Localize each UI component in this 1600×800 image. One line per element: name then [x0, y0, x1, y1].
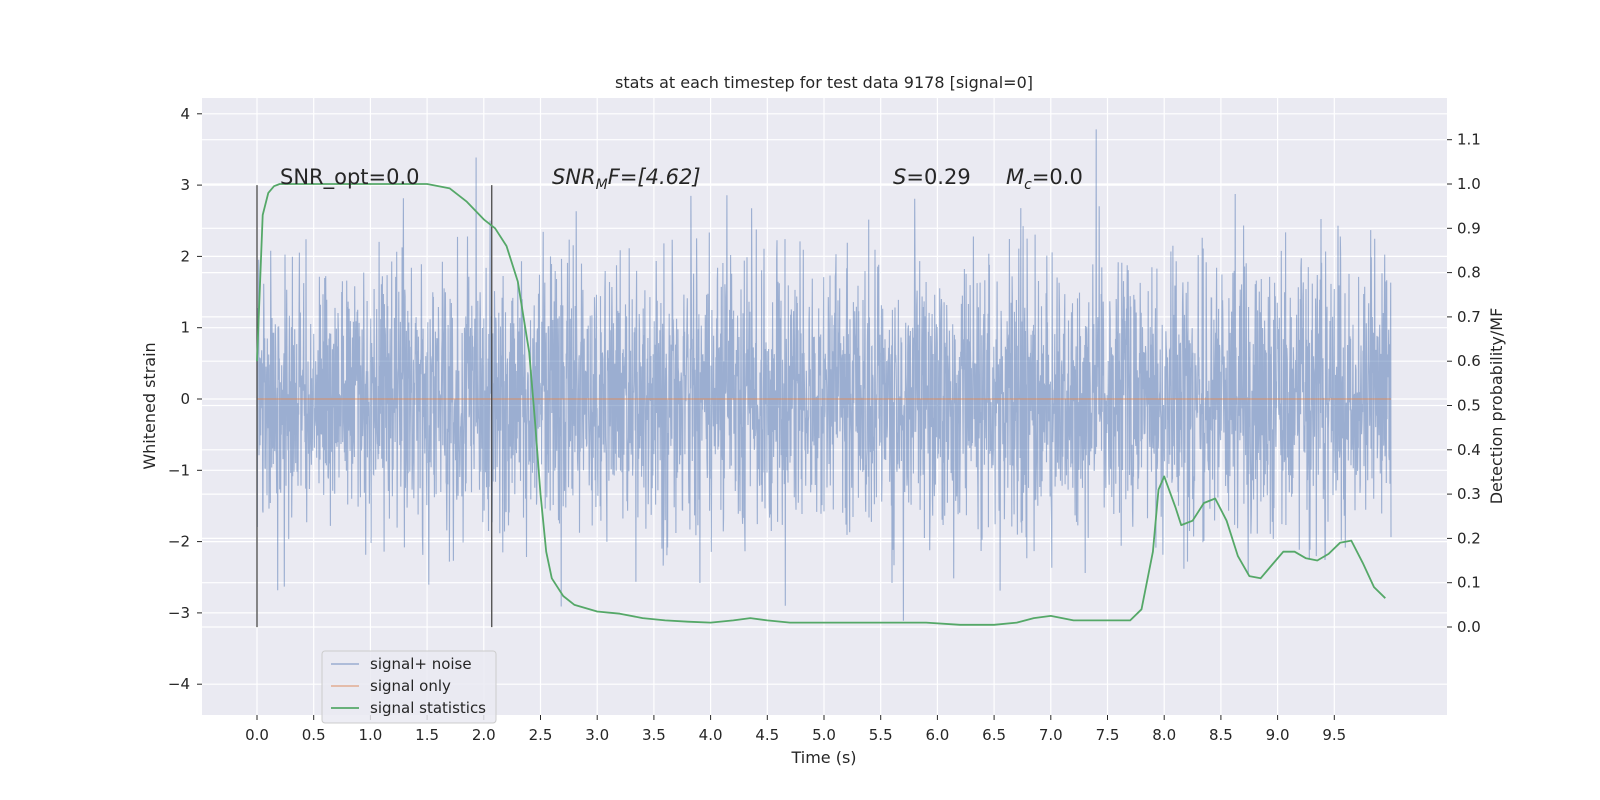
y-left-tick-label: 2: [180, 247, 190, 265]
y-left-tick-label: −4: [168, 675, 190, 693]
x-tick-label: 0.5: [302, 726, 326, 744]
y-left-axis-label: Whitened strain: [140, 342, 159, 469]
annotation-s: S=0.29: [893, 165, 971, 189]
x-tick-label: 6.0: [925, 726, 949, 744]
series-signal-noise: [256, 129, 1392, 621]
x-tick-label: 1.0: [358, 726, 382, 744]
x-axis-ticks: 0.0 0.5 1.0 1.5 2.0 2.5 3.0 3.5 4.0 4.5 5.0 5.5 6.0 6…: [245, 715, 1346, 744]
x-tick-label: 1.5: [415, 726, 439, 744]
x-tick-label: 2.0: [472, 726, 496, 744]
y-left-tick-label: −1: [168, 461, 190, 479]
annotation-snr-opt: SNR_opt=0.0: [280, 165, 420, 190]
y-left-tick-label: 4: [180, 105, 190, 123]
legend-label-signal-statistics: signal statistics: [370, 699, 486, 717]
signal-statistics-line: [256, 183, 1386, 626]
y-left-axis-ticks: 4 3 2 1 0 −1 −2 −3 −4: [168, 105, 202, 693]
y-left-tick-label: −3: [168, 604, 190, 622]
legend: signal+ noise signal only signal statist…: [321, 650, 497, 724]
x-tick-label: 9.5: [1322, 726, 1346, 744]
x-tick-label: 3.0: [585, 726, 609, 744]
y-left-tick-label: 0: [180, 390, 190, 408]
y-right-tick-label: 0.8: [1457, 264, 1481, 282]
annotation-snr-mf-sub: M: [596, 177, 608, 193]
noise-trace: [256, 129, 1392, 621]
x-tick-label: 2.5: [529, 726, 553, 744]
y-right-axis-ticks: 1.1 1.0 0.9 0.8 0.7 0.6 0.5 0.4 0.3 0.2 0.1 0.0: [1447, 131, 1481, 636]
x-tick-label: 4.5: [755, 726, 779, 744]
series-signal-statistics: [256, 183, 1386, 626]
y-right-tick-label: 0.1: [1457, 574, 1481, 592]
x-tick-label: 3.5: [642, 726, 666, 744]
y-right-tick-label: 0.4: [1457, 441, 1481, 459]
annotation-s-value: =0.29: [906, 165, 970, 189]
annotation-mc: Mc=0.0: [1006, 165, 1083, 193]
x-tick-label: 6.5: [982, 726, 1006, 744]
x-tick-label: 5.5: [869, 726, 893, 744]
y-right-tick-label: 0.7: [1457, 308, 1481, 326]
x-tick-label: 7.5: [1096, 726, 1120, 744]
y-right-tick-label: 0.5: [1457, 397, 1481, 415]
x-tick-label: 0.0: [245, 726, 269, 744]
annotation-snr-mf-main: SNR: [552, 165, 596, 189]
grid-y-left: [202, 113, 1447, 685]
y-left-tick-label: 1: [180, 319, 190, 337]
y-left-tick-label: 3: [180, 176, 190, 194]
annotation-snr-mf-rest: F=[4.62]: [608, 165, 701, 189]
x-tick-label: 5.0: [812, 726, 836, 744]
annotation-s-symbol: S: [893, 165, 906, 189]
x-tick-label: 7.0: [1039, 726, 1063, 744]
legend-label-signal-only: signal only: [370, 677, 451, 695]
x-tick-label: 8.0: [1152, 726, 1176, 744]
y-right-tick-label: 0.6: [1457, 352, 1481, 370]
y-right-tick-label: 0.0: [1457, 618, 1481, 636]
legend-box: [321, 650, 497, 724]
y-right-axis-label: Detection probability/MF: [1487, 308, 1506, 505]
legend-label-signal-noise: signal+ noise: [370, 655, 472, 673]
annotation-mc-main: M: [1006, 165, 1024, 189]
x-tick-label: 9.0: [1266, 726, 1290, 744]
x-axis-label: Time (s): [790, 748, 856, 767]
y-right-tick-label: 0.2: [1457, 529, 1481, 547]
y-right-tick-label: 0.3: [1457, 485, 1481, 503]
annotation-mc-value: =0.0: [1032, 165, 1083, 189]
y-right-tick-label: 0.9: [1457, 219, 1481, 237]
vertical-markers: [256, 185, 493, 628]
annotation-snr-mf: SNRMF=[4.62]: [552, 165, 701, 193]
y-right-tick-label: 1.0: [1457, 175, 1481, 193]
y-left-tick-label: −2: [168, 533, 190, 551]
chart-title: stats at each timestep for test data 917…: [615, 73, 1033, 92]
y-right-tick-label: 1.1: [1457, 131, 1481, 149]
x-tick-label: 4.0: [699, 726, 723, 744]
x-tick-label: 8.5: [1209, 726, 1233, 744]
annotation-mc-sub: c: [1024, 177, 1032, 193]
